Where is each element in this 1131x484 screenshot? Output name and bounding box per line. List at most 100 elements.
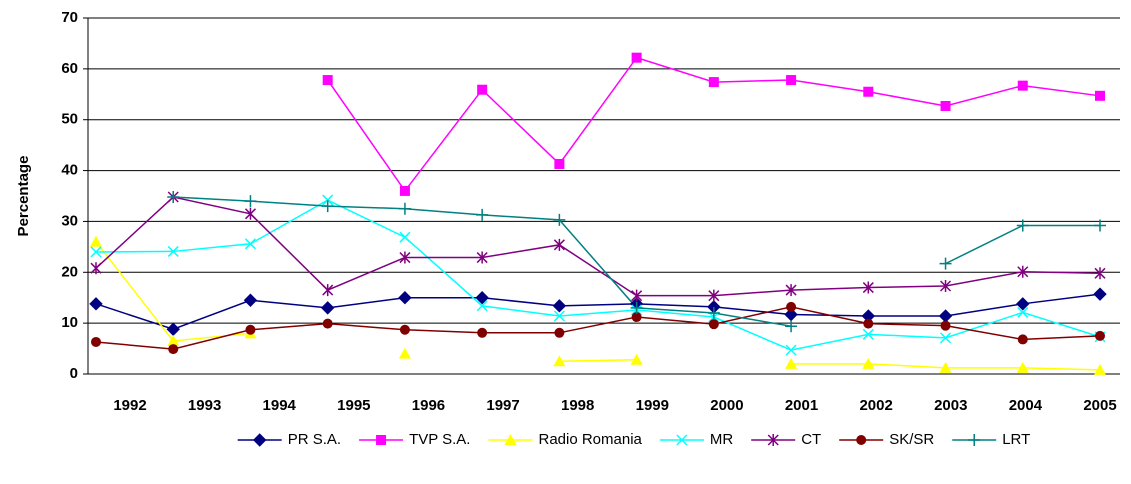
data-point: [785, 357, 798, 369]
data-point: [1095, 330, 1105, 341]
data-point: [168, 344, 179, 355]
legend-label: SK/SR: [889, 431, 934, 448]
x-tick-label: 2001: [785, 397, 818, 414]
legend-label: LRT: [1002, 431, 1030, 448]
data-point: [554, 327, 565, 338]
data-point: [786, 301, 797, 312]
data-point: [708, 289, 720, 302]
y-tick-label: 60: [61, 60, 78, 77]
legend-label: CT: [801, 431, 821, 448]
data-point: [244, 195, 257, 208]
y-tick-label: 30: [61, 212, 78, 229]
data-point: [1094, 267, 1106, 280]
series-line: [95, 293, 1101, 331]
data-point: [398, 291, 412, 305]
data-point: [1017, 306, 1029, 318]
data-point: [476, 208, 489, 221]
data-point: [399, 231, 411, 243]
data-point: [553, 355, 566, 367]
data-point: [320, 301, 335, 315]
data-point: [476, 300, 488, 312]
data-point: [322, 284, 334, 297]
x-tick-label: 2005: [1083, 397, 1116, 414]
data-point: [477, 84, 488, 95]
data-point: [863, 86, 874, 97]
data-point: [1094, 219, 1106, 232]
data-point: [553, 213, 566, 226]
data-point: [166, 322, 180, 336]
data-point: [554, 158, 565, 169]
data-point: [1017, 334, 1028, 345]
data-point: [244, 238, 256, 250]
data-point: [245, 324, 256, 335]
data-point: [398, 202, 411, 215]
y-tick-label: 70: [61, 9, 78, 26]
x-tick-label: 2000: [710, 397, 743, 414]
data-point: [167, 334, 180, 346]
legend-label: PR S.A.: [288, 431, 341, 448]
legend-marker: [676, 434, 688, 446]
data-point: [1093, 287, 1107, 301]
data-point: [1016, 297, 1030, 311]
data-point: [631, 52, 642, 63]
x-tick-label: 2004: [1009, 397, 1043, 414]
y-tick-label: 40: [61, 162, 78, 179]
data-point: [939, 257, 952, 270]
x-tick-label: 1999: [636, 397, 669, 414]
data-point: [630, 353, 643, 365]
data-point: [631, 289, 643, 302]
legend-marker: [252, 433, 267, 447]
data-point: [322, 318, 333, 329]
data-point: [552, 299, 567, 313]
data-point: [399, 324, 410, 335]
data-point: [940, 320, 951, 331]
legend-marker: [376, 435, 387, 445]
data-point: [475, 291, 489, 305]
series-line: [95, 306, 1101, 350]
y-tick-label: 0: [70, 365, 78, 382]
data-point: [708, 77, 719, 88]
data-point: [321, 200, 334, 213]
data-point: [1095, 90, 1105, 101]
data-point: [322, 194, 334, 206]
data-point: [940, 100, 951, 111]
data-point: [90, 246, 102, 258]
data-point: [939, 361, 952, 373]
x-tick-label: 2002: [859, 397, 892, 414]
data-point: [1017, 265, 1029, 278]
legend: PR S.A. TVP S.A. Radio Romania MR CT SK/SR LRT: [237, 431, 1030, 448]
x-tick-label: 1994: [263, 397, 297, 414]
data-point: [785, 344, 797, 356]
data-point: [91, 336, 101, 347]
data-point: [786, 75, 797, 86]
data-point: [167, 191, 180, 204]
data-point: [1016, 219, 1029, 232]
legend-marker: [856, 435, 867, 445]
series-line: [95, 196, 1101, 297]
y-tick-label: 20: [61, 263, 78, 280]
legend-label: Radio Romania: [538, 431, 642, 448]
data-point: [630, 301, 643, 314]
data-point: [1094, 363, 1106, 375]
data-point: [631, 312, 642, 323]
data-point: [785, 320, 798, 333]
data-point: [1017, 80, 1028, 91]
legend-marker: [504, 434, 517, 445]
y-axis-title: Percentage: [15, 156, 32, 237]
data-point: [167, 245, 179, 257]
x-tick-label: 1993: [188, 397, 221, 414]
x-tick-label: 1998: [561, 397, 594, 414]
data-point: [398, 347, 411, 359]
data-point: [862, 281, 874, 294]
x-tick-label: 1996: [412, 397, 445, 414]
data-point: [862, 357, 875, 369]
data-point: [244, 207, 256, 220]
data-point: [553, 238, 565, 251]
data-point: [476, 251, 488, 264]
data-point: [785, 284, 797, 297]
data-point: [89, 297, 103, 311]
legend-marker: [968, 434, 981, 446]
data-point: [863, 318, 874, 329]
data-point: [707, 306, 720, 319]
data-point: [90, 235, 102, 247]
